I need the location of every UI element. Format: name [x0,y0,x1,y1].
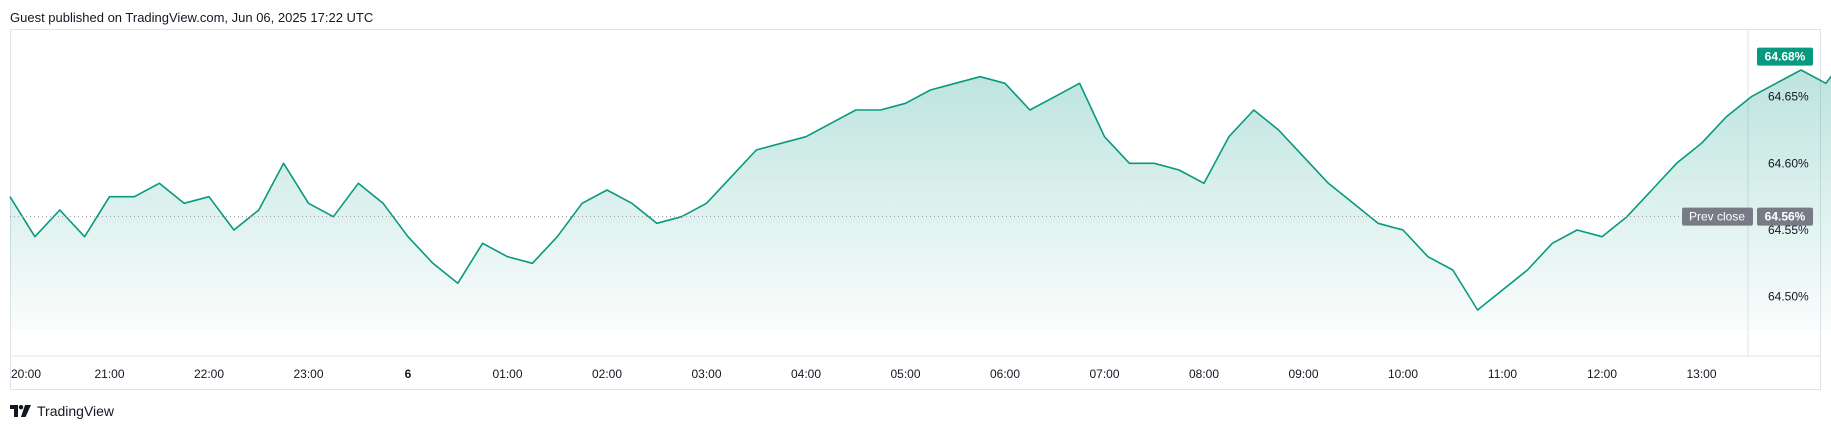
x-tick-label: 20:00 [11,367,41,381]
x-tick-label: 22:00 [194,367,224,381]
publish-info: Guest published on TradingView.com, Jun … [10,10,374,25]
y-tick-label: 64.60% [1768,156,1809,170]
x-tick-label: 09:00 [1288,367,1318,381]
x-tick-label: 03:00 [691,367,721,381]
x-tick-label: 6 [405,367,412,381]
last-value-text: 64.68% [1765,50,1806,64]
prev-close-badge [1682,207,1753,226]
x-tick-label: 02:00 [592,367,622,381]
x-tick-label: 12:00 [1587,367,1617,381]
x-tick-label: 04:00 [791,367,821,381]
y-tick-label: 64.65% [1768,90,1809,104]
price-chart[interactable]: 20:00 21:00 22:00 23:00 6 01:00 02:00 03:00 04:0… [0,0,1831,395]
x-tick-label: 07:00 [1089,367,1119,381]
price-line [9,69,1831,311]
x-tick-label: 23:00 [293,367,323,381]
prev-close-value: 64.56% [1765,210,1806,224]
y-tick-label: 64.50% [1768,290,1809,304]
x-tick-label: 06:00 [990,367,1020,381]
x-tick-label: 05:00 [890,367,920,381]
x-tick-label: 08:00 [1189,367,1219,381]
price-area-fill [10,70,1831,330]
y-tick-label: 64.55% [1768,223,1809,237]
x-tick-label: 01:00 [492,367,522,381]
prev-close-value-badge [1757,207,1813,226]
x-tick-label: 10:00 [1388,367,1418,381]
tradingview-logo-icon [10,405,31,417]
brand-name: TradingView [37,403,115,419]
last-value-badge [1757,47,1813,66]
x-tick-label: 21:00 [94,367,124,381]
footer: TradingView [10,403,114,419]
prev-close-label: Prev close [1689,210,1745,224]
x-tick-label: 11:00 [1488,367,1517,381]
x-tick-label: 13:00 [1686,367,1716,381]
